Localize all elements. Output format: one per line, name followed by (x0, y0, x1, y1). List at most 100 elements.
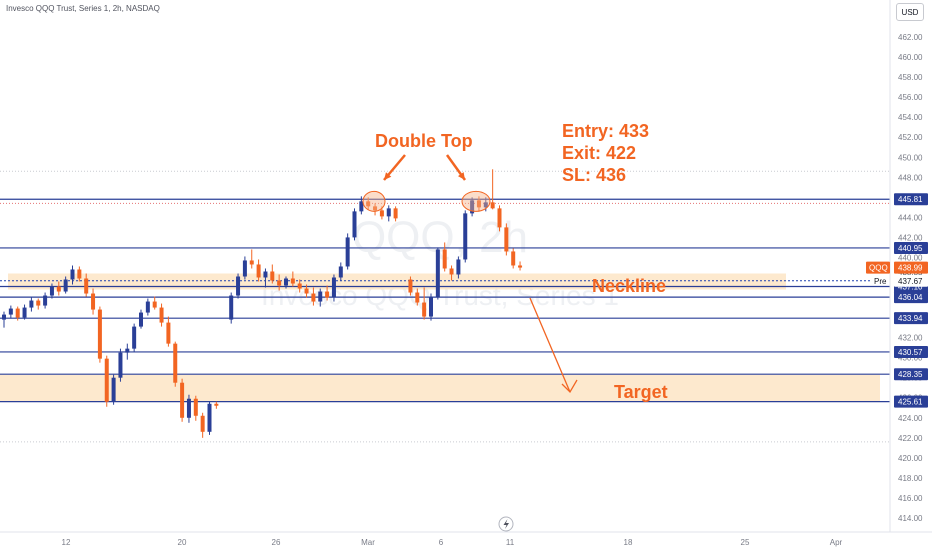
level-price-tag: 430.57 (898, 348, 923, 357)
candle-body (63, 279, 68, 292)
level-price-tag-bg (894, 345, 928, 358)
candle-body (36, 300, 41, 306)
candle-body (476, 200, 481, 208)
candle-body (318, 291, 323, 302)
target-label: Target (614, 382, 668, 402)
time-tick-label: 20 (178, 538, 187, 547)
candle-body (2, 314, 6, 320)
candle-body (311, 293, 316, 302)
level-price-tag: 436.04 (898, 293, 923, 302)
candle-body (22, 307, 27, 318)
candle-body (186, 398, 191, 418)
candle-body (304, 288, 309, 294)
candle-body (173, 343, 178, 383)
candle-body (214, 403, 219, 406)
candle-body (193, 398, 198, 416)
candle-body (256, 264, 261, 278)
candle-body (70, 269, 75, 280)
candle-body (463, 213, 468, 260)
candle-body (8, 308, 13, 315)
price-tick-label: 422.00 (898, 434, 923, 443)
price-tick-label: 450.00 (898, 153, 923, 162)
candle-body (84, 278, 89, 294)
candle-body (270, 271, 275, 281)
candle-body (166, 322, 171, 344)
candle-body (435, 249, 440, 297)
price-tick-label: 414.00 (898, 514, 923, 523)
candle-body (483, 202, 488, 208)
last-price-tag-bg (894, 261, 928, 274)
time-tick-label: Mar (361, 538, 375, 547)
candle-body (229, 295, 234, 320)
price-tick-label: 462.00 (898, 33, 923, 42)
second-top-marker (461, 190, 491, 212)
neckline-zone (8, 273, 786, 290)
level-price-tag-bg (894, 291, 928, 304)
candle-body (325, 291, 330, 298)
first-top-marker (362, 190, 386, 212)
price-tick-label: 456.00 (898, 93, 923, 102)
double-top-label: Double Top (375, 131, 473, 151)
candle-body (442, 249, 447, 269)
exit-label: Exit: 422 (562, 143, 636, 163)
price-tick-label: 416.00 (898, 494, 923, 503)
price-tick-label: 448.00 (898, 173, 923, 182)
lightning-icon[interactable] (498, 516, 514, 532)
symbol-badge: QQQ (869, 264, 888, 273)
price-tick-label: 442.00 (898, 233, 923, 242)
candle-body (449, 268, 454, 275)
symbol-header: Invesco QQQ Trust, Series 1, 2h, NASDAQ (6, 4, 160, 13)
candle-body (43, 295, 48, 306)
candle-body (145, 301, 150, 313)
time-tick-label: 18 (624, 538, 633, 547)
price-tick-label: 432.00 (898, 334, 923, 343)
candle-body (104, 358, 109, 402)
level-price-tag-bg (894, 312, 928, 325)
price-tick-label: 424.00 (898, 414, 923, 423)
candle-body (386, 208, 391, 217)
arrow-to-first-top-head (384, 172, 392, 180)
level-price-tag: 433.94 (898, 314, 923, 323)
price-tick-label: 444.00 (898, 213, 923, 222)
candle-body (345, 237, 350, 267)
candle-body (118, 352, 123, 378)
candle-body (29, 300, 34, 308)
level-price-tag: 425.61 (898, 398, 923, 407)
time-tick-label: 26 (272, 538, 281, 547)
candle-body (297, 283, 302, 289)
highlight-zones (0, 273, 880, 402)
candle-body (408, 279, 413, 293)
watermark-symbol: QQQ, 2h (352, 213, 528, 262)
candle-body (200, 415, 205, 432)
candle-body (125, 348, 130, 353)
price-tick-label: 454.00 (898, 113, 923, 122)
price-tick-label: 460.00 (898, 53, 923, 62)
price-tick-label: 452.00 (898, 133, 923, 142)
candle-body (456, 259, 461, 275)
level-price-tag-bg (894, 368, 928, 381)
candle-body (263, 271, 268, 278)
candle-body (338, 266, 343, 278)
price-tick-label: 430.00 (898, 354, 923, 363)
pre-market-badge: Pre (874, 277, 887, 286)
pre-market-price-tag: 437.67 (898, 277, 923, 286)
neckline-label: Neckline (592, 276, 666, 296)
time-tick-label: 11 (506, 538, 515, 547)
time-axis[interactable]: 12 20 26 Mar 6 11 18 25 Apr (62, 538, 843, 547)
price-tick-label: 440.00 (898, 253, 923, 262)
candle-body (284, 278, 288, 286)
candle-body (331, 277, 336, 298)
time-tick-label: 12 (62, 538, 71, 547)
candle-body (159, 307, 164, 323)
candle-body (97, 309, 102, 359)
level-price-tag: 445.81 (898, 195, 923, 204)
candle-body (497, 208, 502, 228)
candle-body (180, 382, 185, 418)
currency-button[interactable]: USD (896, 3, 924, 21)
candle-body (470, 200, 475, 214)
level-price-tag: 428.35 (898, 370, 923, 379)
candle-body (242, 260, 247, 277)
price-tick-label: 458.00 (898, 73, 923, 82)
candle-body (490, 202, 495, 209)
